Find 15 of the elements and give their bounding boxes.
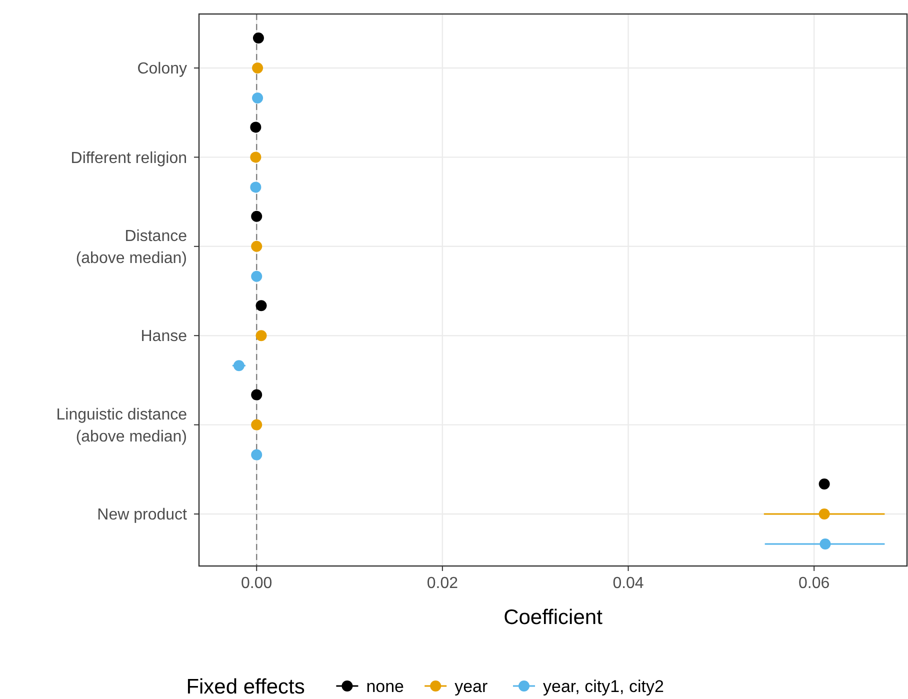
x-axis-title: Coefficient <box>504 606 603 629</box>
x-tick-label: 0.00 <box>241 575 272 592</box>
y-tick-label: Distance (above median) <box>76 228 188 267</box>
y-tick-label: Hanse <box>140 328 188 346</box>
y-tick-label: Colony <box>137 60 187 78</box>
y-tick-label: New product <box>97 506 188 524</box>
legend-label: year <box>454 676 488 696</box>
x-tick-label: 0.02 <box>426 575 458 592</box>
y-tick-label: Linguistic distance (above median) <box>56 406 188 446</box>
x-tick-label: 0.04 <box>612 575 644 592</box>
legend-label: none <box>366 676 404 696</box>
x-tick-label: 0.06 <box>798 575 830 592</box>
legend-title: Fixed effects <box>186 675 305 698</box>
y-tick-label: Different religion <box>70 150 187 167</box>
legend-label: year, city1, city2 <box>543 676 664 696</box>
